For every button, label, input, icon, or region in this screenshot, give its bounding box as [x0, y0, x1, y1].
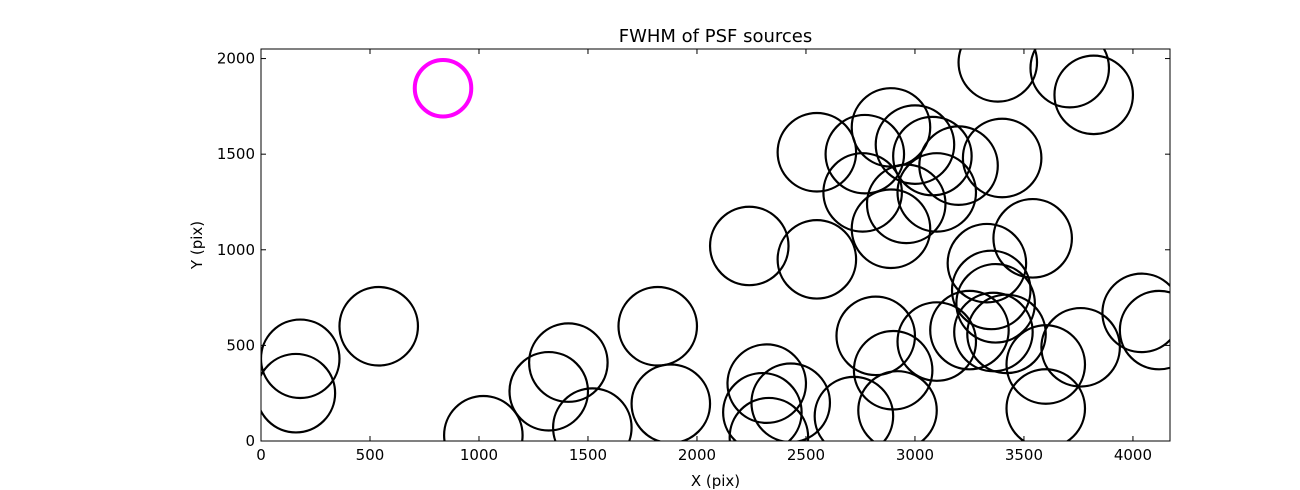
- x-tick-label: 1000: [460, 446, 498, 464]
- plot-frame: [260, 48, 1171, 442]
- source-marker-5: [508, 350, 590, 432]
- chart-title: FWHM of PSF sources: [619, 26, 813, 47]
- source-marker-44: [1053, 54, 1135, 136]
- source-marker-2: [261, 352, 337, 434]
- source-marker-42: [1029, 49, 1111, 109]
- source-marker-11: [722, 371, 803, 441]
- source-marker-34: [955, 262, 1036, 344]
- y-tick-label: 1500: [217, 145, 255, 163]
- source-marker-37: [957, 49, 1039, 103]
- y-axis: 0 500 1000 1500 2000: [217, 50, 1170, 450]
- x-tick-label: 0: [256, 446, 266, 464]
- source-marker-32: [946, 222, 1028, 304]
- source-marker-21: [852, 329, 934, 411]
- source-marker-14: [750, 362, 832, 441]
- source-marker-26: [874, 104, 956, 185]
- x-tick-label: 3000: [896, 446, 934, 464]
- x-axis-label: X (pix): [691, 472, 740, 490]
- source-marker-43: [1040, 306, 1121, 388]
- source-marker-39: [992, 197, 1074, 279]
- source-marker-40: [1005, 324, 1087, 405]
- x-tick-label: 1500: [569, 446, 607, 464]
- source-marker-24: [857, 370, 938, 441]
- source-marker-6: [528, 322, 609, 403]
- y-axis-label: Y (pix): [188, 221, 206, 270]
- source-marker-15: [776, 219, 858, 300]
- source-marker-22: [850, 188, 932, 270]
- source-marker-33: [950, 249, 1032, 331]
- source-marker-20: [835, 295, 917, 377]
- source-marker-28: [896, 152, 978, 233]
- source-marker-12: [726, 343, 808, 424]
- source-marker-29: [896, 301, 978, 382]
- source-marker-19: [824, 113, 906, 195]
- highlight-marker: [412, 57, 474, 119]
- x-tick-label: 500: [356, 446, 385, 464]
- source-marker-9: [630, 363, 712, 441]
- x-tick-label: 2000: [678, 446, 716, 464]
- x-tick-label: 2500: [787, 446, 825, 464]
- source-marker-31: [929, 289, 1010, 371]
- marker-layer: [261, 49, 1170, 441]
- y-tick-label: 500: [226, 336, 255, 354]
- source-marker-23: [850, 87, 932, 168]
- source-marker-16: [776, 111, 858, 193]
- source-marker-8: [617, 285, 699, 367]
- source-marker-3: [338, 285, 420, 367]
- y-tick-label: 2000: [217, 50, 255, 68]
- source-marker-41: [1005, 368, 1087, 441]
- source-marker-1: [261, 318, 341, 400]
- x-axis: 0 500 1000 1500 2000 2500 3000 3500 4000: [256, 49, 1152, 464]
- source-marker-13: [728, 396, 810, 441]
- x-tick-label: 4000: [1114, 446, 1152, 464]
- source-marker-7: [552, 387, 633, 441]
- source-marker-4: [443, 394, 524, 441]
- source-marker-10: [708, 205, 790, 287]
- source-marker-45: [1101, 272, 1170, 354]
- y-tick-label: 0: [245, 432, 255, 450]
- x-tick-label: 3500: [1005, 446, 1043, 464]
- y-tick-label: 1000: [217, 241, 255, 259]
- source-marker-25: [865, 163, 947, 245]
- source-marker-46: [1118, 289, 1170, 371]
- source-marker-30: [918, 125, 999, 206]
- source-marker-36: [961, 117, 1043, 199]
